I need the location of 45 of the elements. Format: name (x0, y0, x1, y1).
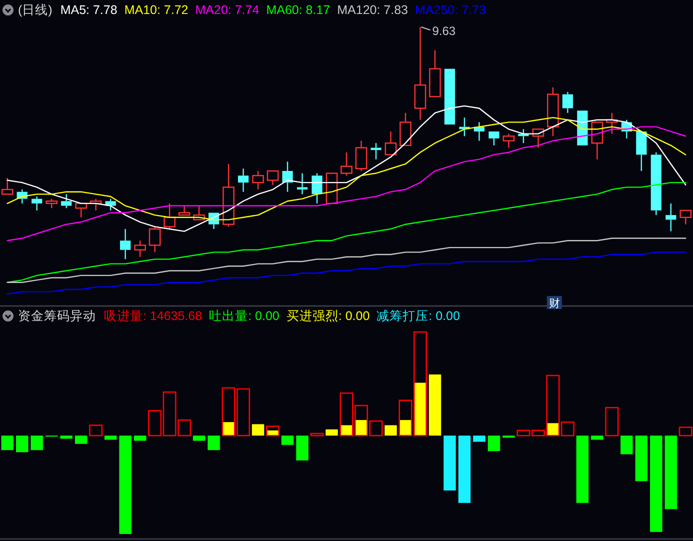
chart-title: (日线) (18, 3, 52, 17)
text: MA20: 7.74 (195, 3, 260, 17)
bar (326, 429, 338, 436)
text: 吐出量: 0.00 (209, 309, 280, 323)
bar (60, 436, 72, 439)
bar (134, 436, 146, 441)
bar (458, 436, 471, 503)
text: MA10: 7.72 (124, 3, 188, 17)
text: 吸进量: 14635.68 (104, 309, 202, 323)
text: 财 (548, 297, 560, 310)
bar (1, 436, 14, 450)
bar (266, 426, 280, 436)
bar (384, 425, 397, 436)
text: MA250: 7.73 (415, 3, 486, 17)
text: 减筹打压: 0.00 (376, 309, 460, 323)
bar (208, 436, 220, 450)
text: MA60: 8.17 (266, 3, 330, 17)
text: 买进强烈: 0.00 (286, 309, 370, 323)
text: MA5: 7.78 (60, 3, 118, 17)
bar (678, 426, 692, 436)
bar (444, 436, 456, 490)
bar (473, 436, 486, 442)
bar (281, 436, 294, 445)
bar (664, 436, 677, 510)
bar (635, 436, 648, 482)
bar (30, 436, 43, 450)
bar (488, 436, 500, 452)
bar (650, 436, 662, 532)
bar (16, 436, 28, 452)
bar (591, 436, 604, 440)
bar (89, 424, 103, 436)
bar (296, 436, 308, 460)
bar (74, 436, 88, 444)
text: MA120: 7.83 (337, 3, 408, 17)
annotation: 9.63 (432, 24, 456, 38)
bar (104, 436, 117, 440)
bar (310, 432, 324, 436)
bar (252, 424, 264, 436)
bar (620, 436, 633, 454)
chart-title: 资金筹码异动 (18, 309, 96, 323)
bar (192, 436, 206, 441)
bar (605, 406, 619, 436)
bar (576, 436, 589, 503)
bar (428, 374, 442, 436)
bar (119, 436, 132, 534)
